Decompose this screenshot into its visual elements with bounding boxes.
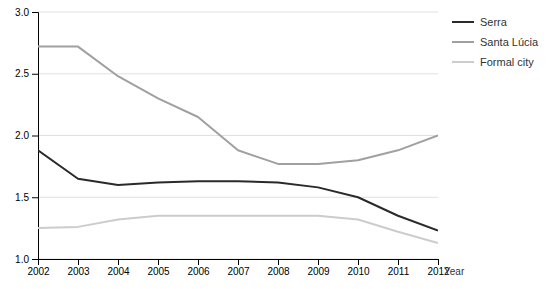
chart: 2002 2003 2004 2005 2006 2007 2008 2009 2010 2011… (0, 0, 553, 289)
x-tick: 2010 (347, 259, 370, 277)
legend-swatch (452, 61, 474, 63)
x-tick-label: 2006 (187, 266, 210, 277)
x-tick-mark (358, 259, 359, 265)
series-line (38, 216, 438, 243)
legend-swatch (452, 21, 474, 23)
x-axis-label: Year (444, 266, 465, 277)
grid-line (38, 135, 438, 136)
y-tick-mark (32, 136, 38, 137)
x-tick-label: 2007 (227, 266, 250, 277)
y-tick: 3.0 (15, 7, 38, 18)
y-tick-label: 2.0 (15, 130, 29, 141)
legend-label: Formal city (480, 56, 534, 68)
legend-item: Formal city (452, 56, 534, 68)
x-tick-label: 2011 (388, 266, 410, 277)
x-tick: 2006 (187, 259, 210, 277)
grid-line (38, 197, 438, 198)
y-tick: 1.5 (15, 192, 38, 203)
y-tick-label: 2.5 (15, 68, 29, 79)
y-tick-mark (32, 197, 38, 198)
x-tick-mark (238, 259, 239, 265)
x-tick-label: 2009 (307, 266, 330, 277)
y-tick: 2.5 (15, 68, 38, 79)
x-tick-label: 2008 (267, 266, 290, 277)
legend: Serra Santa Lúcia Formal city (452, 16, 539, 68)
y-tick-mark (32, 259, 38, 260)
x-tick-mark (318, 259, 319, 265)
x-tick: 2005 (147, 259, 170, 277)
x-tick-label: 2004 (107, 266, 130, 277)
y-axis-line (32, 13, 39, 260)
y-tick-label: 1.5 (15, 192, 29, 203)
legend-label: Serra (480, 16, 508, 28)
legend-item: Serra (452, 16, 508, 28)
plot: 2002 2003 2004 2005 2006 2007 2008 2009 2010 2011… (15, 7, 465, 277)
x-tick-label: 2003 (67, 266, 90, 277)
x-tick-label: 2002 (27, 266, 50, 277)
x-tick-mark (118, 259, 119, 265)
y-tick: 1.0 (15, 254, 38, 265)
y-tick-label: 1.0 (15, 254, 29, 265)
legend-swatch (452, 41, 474, 43)
grid-line (38, 73, 438, 74)
x-tick-mark (78, 259, 79, 265)
legend-label: Santa Lúcia (480, 36, 539, 48)
x-tick: 2002 (27, 259, 50, 277)
y-axis: 1.0 1.5 2.0 2.5 3.0 (15, 7, 38, 265)
x-tick: 2004 (107, 259, 130, 277)
legend-item: Santa Lúcia (452, 36, 539, 48)
x-axis: 2002 2003 2004 2005 2006 2007 2008 2009 2010 2011… (27, 259, 450, 277)
x-tick: 2009 (307, 259, 330, 277)
y-tick-mark (32, 74, 38, 75)
x-tick: 2007 (227, 259, 250, 277)
series-line (38, 47, 438, 164)
x-tick-mark (278, 259, 279, 265)
x-tick-mark (198, 259, 199, 265)
x-axis-line (39, 260, 439, 266)
x-tick: 2008 (267, 259, 290, 277)
x-tick: 2003 (67, 259, 90, 277)
x-tick-mark (438, 259, 439, 265)
x-tick-label: 2005 (147, 266, 170, 277)
x-tick-mark (398, 259, 399, 265)
lines (38, 47, 438, 243)
x-tick-mark (158, 259, 159, 265)
grid-line (38, 12, 438, 13)
x-tick: 2011 (388, 259, 410, 277)
y-tick: 2.0 (15, 130, 38, 141)
series-line (38, 150, 438, 230)
y-tick-mark (32, 12, 38, 13)
grid (38, 12, 438, 259)
x-tick-label: 2010 (347, 266, 370, 277)
y-tick-label: 3.0 (15, 7, 29, 18)
